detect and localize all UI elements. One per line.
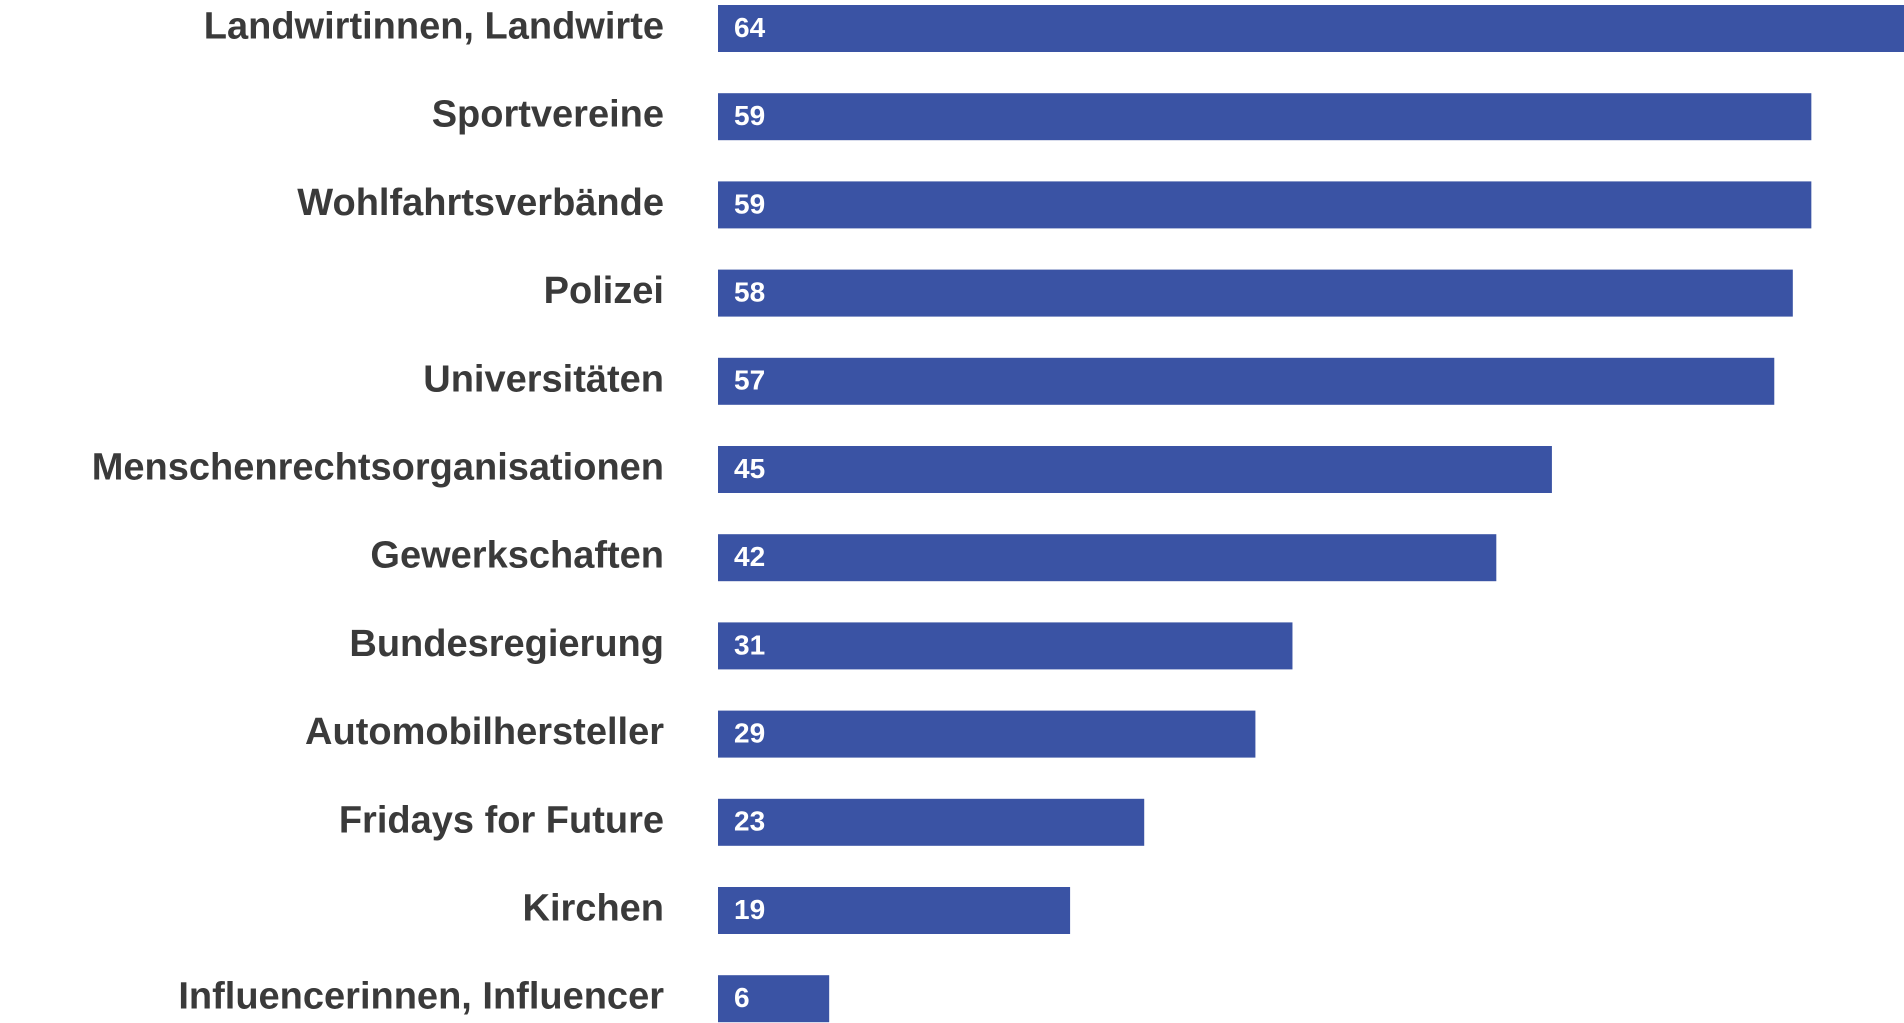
bar-value-label: 59	[734, 188, 765, 219]
bar-value-label: 64	[734, 12, 766, 43]
category-label: Polizei	[544, 270, 664, 312]
category-label: Fridays for Future	[339, 799, 664, 841]
bar	[718, 710, 1256, 758]
bar-value-label: 31	[734, 629, 765, 660]
bar	[718, 5, 1904, 52]
bar	[718, 446, 1552, 493]
category-label: Landwirtinnen, Landwirte	[204, 6, 664, 48]
bar	[718, 887, 1071, 934]
bar-value-label: 23	[734, 806, 765, 837]
category-label: Automobilhersteller	[305, 711, 664, 753]
bar-value-label: 42	[734, 541, 765, 572]
category-label: Universitäten	[423, 358, 664, 400]
category-label: Influencerinnen, Influencer	[178, 976, 664, 1018]
bar-value-label: 29	[734, 717, 765, 748]
bar	[718, 534, 1497, 582]
category-label: Kirchen	[523, 888, 664, 930]
bar-value-label: 45	[734, 453, 765, 484]
bar	[718, 622, 1293, 670]
category-label: Bundesregierung	[349, 623, 664, 665]
category-label: Gewerkschaften	[370, 535, 664, 577]
bar	[718, 357, 1775, 405]
category-label: Sportvereine	[432, 94, 664, 136]
bar-value-label: 19	[734, 894, 765, 925]
bar	[718, 181, 1812, 229]
bar	[718, 269, 1793, 317]
category-label: Wohlfahrtsverbände	[297, 182, 664, 224]
bar-value-label: 59	[734, 100, 765, 131]
bar	[718, 798, 1145, 846]
bar-value-label: 58	[734, 276, 765, 307]
bar-value-label: 57	[734, 365, 765, 396]
category-label: Menschenrechtsorganisationen	[92, 447, 664, 489]
bar	[718, 93, 1812, 141]
bar-value-label: 6	[734, 982, 750, 1013]
bar	[718, 975, 830, 1023]
